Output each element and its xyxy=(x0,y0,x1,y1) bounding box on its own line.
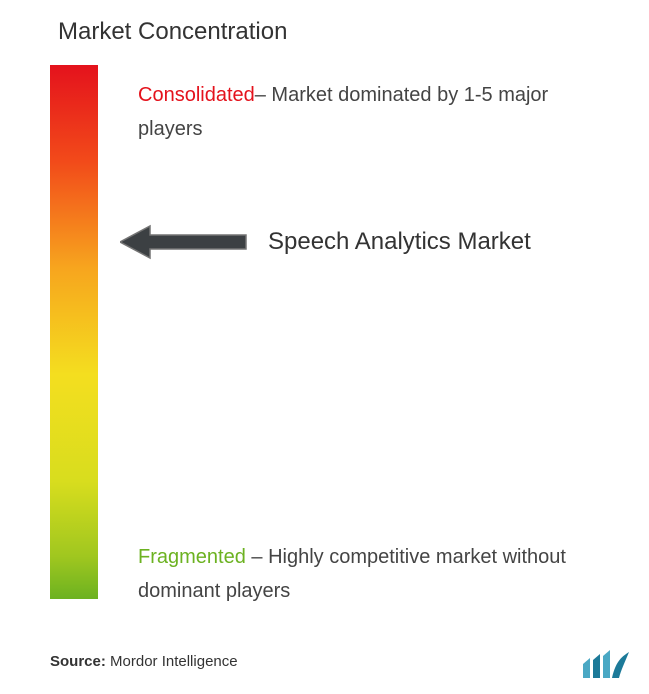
market-marker: Speech Analytics Market xyxy=(120,222,531,262)
source-prefix: Source: xyxy=(50,653,106,670)
consolidated-description: Consolidated– Market dominated by 1-5 ma… xyxy=(138,78,608,146)
logo-bar-2 xyxy=(593,654,600,678)
logo-bar-3 xyxy=(603,650,610,678)
arrow-left-icon xyxy=(120,222,248,262)
market-label: Speech Analytics Market xyxy=(268,228,531,256)
brand-logo-icon xyxy=(581,650,631,678)
fragmented-description: Fragmented – Highly competitive market w… xyxy=(138,540,638,608)
consolidated-label: Consolidated xyxy=(138,84,255,106)
page-title: Market Concentration xyxy=(0,0,649,46)
fragmented-label: Fragmented xyxy=(138,546,246,568)
logo-wave xyxy=(612,652,629,678)
source-attribution: Source: Mordor Intelligence xyxy=(50,653,238,670)
source-text: Mordor Intelligence xyxy=(106,653,238,670)
arrow-shape xyxy=(120,226,246,258)
logo-bar-1 xyxy=(583,658,590,678)
concentration-gradient-bar xyxy=(50,65,98,599)
